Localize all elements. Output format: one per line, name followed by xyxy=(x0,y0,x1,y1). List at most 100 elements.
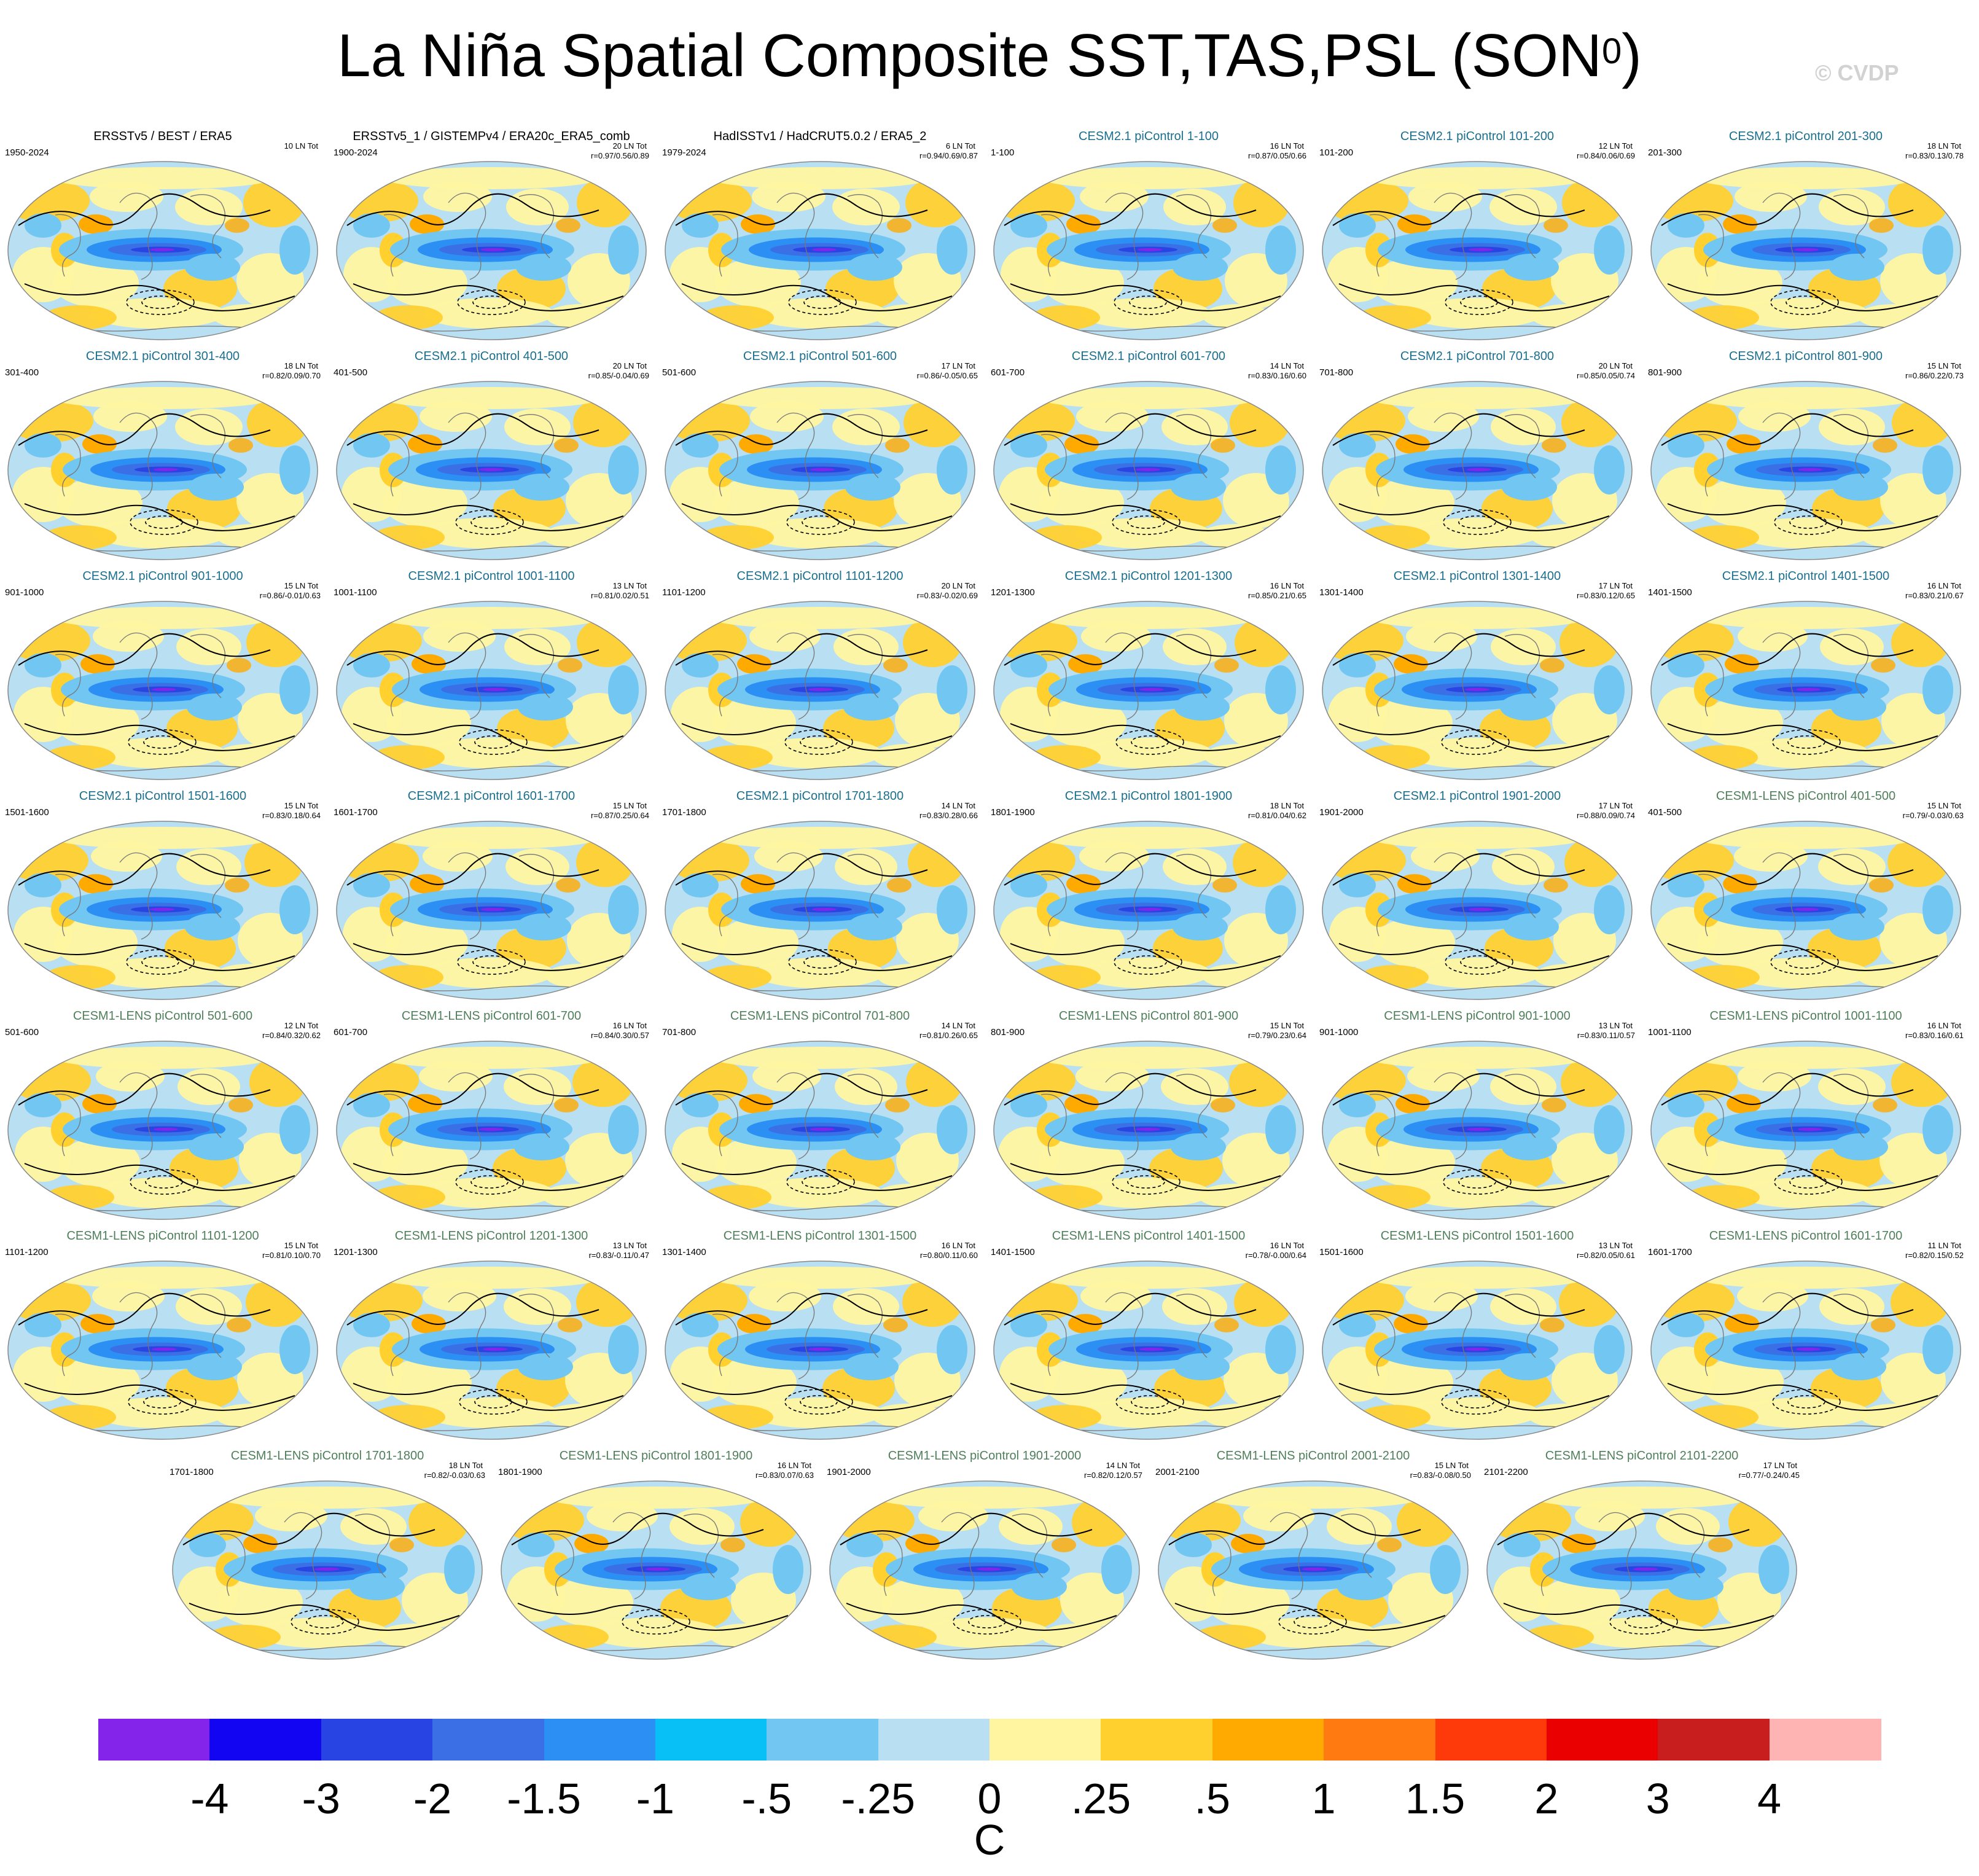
map-panel: CESM2.1 piControl 1201-1300 1201-1300 16 L… xyxy=(986,569,1311,784)
colorbar xyxy=(98,1719,1881,1761)
panel-period: 901-1000 xyxy=(5,587,44,598)
panel-period: 1401-1500 xyxy=(1648,587,1692,598)
map-panel: CESM2.1 piControl 601-700 601-700 14 LN To… xyxy=(986,349,1311,564)
panel-period: 1601-1700 xyxy=(334,807,378,818)
panel-title: CESM2.1 piControl 1801-1900 xyxy=(1064,789,1233,803)
panel-event-count: 12 LN Tot xyxy=(1598,141,1633,150)
map-panel: CESM2.1 piControl 201-300 201-300 18 LN To… xyxy=(1643,129,1969,344)
panel-period: 701-800 xyxy=(662,1027,697,1038)
composite-map xyxy=(7,161,318,340)
panel-event-count: 13 LN Tot xyxy=(1598,1021,1633,1030)
panel-title: CESM1-LENS piControl 401-500 xyxy=(1716,789,1896,803)
map-panel: ERSSTv5_1 / GISTEMPv4 / ERA20c_ERA5_comb… xyxy=(329,129,654,344)
panel-correlation-stats: r=0.81/0.02/0.51 xyxy=(590,591,649,600)
panel-correlation-stats: r=0.83/0.18/0.64 xyxy=(262,811,321,820)
panel-correlation-stats: r=0.77/-0.24/0.45 xyxy=(1738,1471,1800,1480)
map-panel: CESM1-LENS piControl 901-1000 901-1000 13 … xyxy=(1314,1009,1640,1224)
composite-map xyxy=(1650,161,1961,340)
panel-event-count: 15 LN Tot xyxy=(1434,1461,1469,1470)
composite-map xyxy=(7,381,318,560)
panel-event-count: 17 LN Tot xyxy=(1763,1461,1797,1470)
composite-map xyxy=(172,1480,483,1660)
colorbar-segment xyxy=(98,1719,210,1761)
map-panel: CESM2.1 piControl 1101-1200 1101-1200 20 L… xyxy=(657,569,983,784)
composite-map xyxy=(829,1480,1140,1660)
panel-event-count: 12 LN Tot xyxy=(284,1021,318,1030)
panel-correlation-stats: r=0.81/0.04/0.62 xyxy=(1247,811,1306,820)
panel-correlation-stats: r=0.78/-0.00/0.64 xyxy=(1245,1251,1306,1260)
panel-correlation-stats: r=0.85/0.21/0.65 xyxy=(1247,591,1306,600)
panel-event-count: 17 LN Tot xyxy=(1598,801,1633,810)
panel-event-count: 13 LN Tot xyxy=(1598,1241,1633,1250)
map-panel: CESM1-LENS piControl 1201-1300 1201-1300 1… xyxy=(329,1229,654,1444)
panel-correlation-stats: r=0.86/-0.01/0.63 xyxy=(259,591,321,600)
panel-correlation-stats: r=0.88/0.09/0.74 xyxy=(1576,811,1635,820)
panel-correlation-stats: r=0.84/0.32/0.62 xyxy=(262,1031,321,1040)
composite-map xyxy=(1650,381,1961,560)
colorbar-tick-label: 1 xyxy=(1311,1775,1336,1823)
panel-title: CESM1-LENS piControl 1601-1700 xyxy=(1709,1229,1903,1243)
panel-period: 1501-1600 xyxy=(1319,1247,1364,1257)
panel-period: 1201-1300 xyxy=(334,1247,378,1257)
cvdp-watermark: © CVDP xyxy=(1815,60,1899,85)
panel-period: 1901-2000 xyxy=(1319,807,1364,818)
panel-title: CESM1-LENS piControl 501-600 xyxy=(72,1009,253,1023)
composite-map xyxy=(501,1480,811,1660)
panel-correlation-stats: r=0.87/0.25/0.64 xyxy=(590,811,649,820)
panel-correlation-stats: r=0.83/0.07/0.63 xyxy=(755,1471,814,1480)
colorbar-tick-label: -.5 xyxy=(741,1775,792,1823)
colorbar-tick-label: -.25 xyxy=(841,1775,915,1823)
map-panel: CESM2.1 piControl 1501-1600 1501-1600 15 L… xyxy=(0,789,326,1004)
panel-title: CESM2.1 piControl 1001-1100 xyxy=(408,569,575,583)
panel-title: CESM2.1 piControl 1501-1600 xyxy=(79,789,247,803)
panel-title: CESM2.1 piControl 801-900 xyxy=(1728,350,1883,363)
panel-title: ERSSTv5 / BEST / ERA5 xyxy=(93,130,232,143)
colorbar-tick-label: -1 xyxy=(636,1775,674,1823)
map-panel: CESM1-LENS piControl 1801-1900 1801-1900 1… xyxy=(493,1448,819,1663)
colorbar-tick-label: .5 xyxy=(1194,1775,1230,1823)
panel-correlation-stats: r=0.80/0.11/0.60 xyxy=(919,1251,978,1260)
colorbar-tick-label: -4 xyxy=(190,1775,229,1823)
composite-map xyxy=(1322,1260,1633,1440)
panel-event-count: 16 LN Tot xyxy=(1927,1021,1961,1030)
colorbar-tick-label: -2 xyxy=(413,1775,452,1823)
panel-correlation-stats: r=0.83/-0.02/0.69 xyxy=(916,591,978,600)
panel-event-count: 14 LN Tot xyxy=(1270,361,1304,370)
map-panel: CESM2.1 piControl 1401-1500 1401-1500 16 L… xyxy=(1643,569,1969,784)
panel-event-count: 20 LN Tot xyxy=(1598,361,1633,370)
colorbar-segment xyxy=(544,1719,656,1761)
panel-correlation-stats: r=0.87/0.05/0.66 xyxy=(1247,151,1306,160)
panel-title: CESM2.1 piControl 201-300 xyxy=(1728,130,1883,143)
panel-title: CESM2.1 piControl 1701-1800 xyxy=(736,789,904,803)
composite-map xyxy=(1322,1041,1633,1220)
panel-correlation-stats: r=0.85/-0.04/0.69 xyxy=(588,371,649,380)
panel-event-count: 20 LN Tot xyxy=(612,361,647,370)
composite-map xyxy=(993,1260,1304,1440)
panel-period: 1901-2000 xyxy=(827,1467,871,1477)
panel-correlation-stats: r=0.83/0.28/0.66 xyxy=(919,811,978,820)
panel-period: 1900-2024 xyxy=(334,147,378,158)
panel-event-count: 15 LN Tot xyxy=(284,1241,318,1250)
panel-event-count: 18 LN Tot xyxy=(448,1461,483,1470)
panel-title: CESM1-LENS piControl 1501-1600 xyxy=(1380,1229,1574,1243)
panel-event-count: 14 LN Tot xyxy=(1106,1461,1140,1470)
panel-title: CESM2.1 piControl 1101-1200 xyxy=(736,569,904,583)
composite-map xyxy=(1650,1260,1961,1440)
map-panel: CESM2.1 piControl 701-800 701-800 20 LN To… xyxy=(1314,349,1640,564)
panel-title: CESM2.1 piControl 701-800 xyxy=(1400,350,1555,363)
panel-correlation-stats: r=0.84/0.30/0.57 xyxy=(590,1031,649,1040)
map-panel: CESM1-LENS piControl 1401-1500 1401-1500 1… xyxy=(986,1229,1311,1444)
panel-period: 301-400 xyxy=(5,367,39,378)
panel-title: CESM2.1 piControl 1601-1700 xyxy=(407,789,576,803)
map-panel: CESM2.1 piControl 501-600 501-600 17 LN To… xyxy=(657,349,983,564)
map-panel: CESM1-LENS piControl 2001-2100 2001-2100 1… xyxy=(1150,1448,1476,1663)
panel-correlation-stats: r=0.81/0.10/0.70 xyxy=(262,1251,321,1260)
panel-period: 1501-1600 xyxy=(5,807,49,818)
panel-title: ERSSTv5_1 / GISTEMPv4 / ERA20c_ERA5_comb xyxy=(353,130,630,143)
map-panel: CESM1-LENS piControl 1701-1800 1701-1800 1… xyxy=(165,1448,490,1663)
composite-map xyxy=(7,821,318,1000)
panel-period: 1301-1400 xyxy=(1319,587,1364,598)
map-panel: CESM1-LENS piControl 1601-1700 1601-1700 1… xyxy=(1643,1229,1969,1444)
panel-period: 1601-1700 xyxy=(1648,1247,1692,1257)
composite-map xyxy=(993,161,1304,340)
